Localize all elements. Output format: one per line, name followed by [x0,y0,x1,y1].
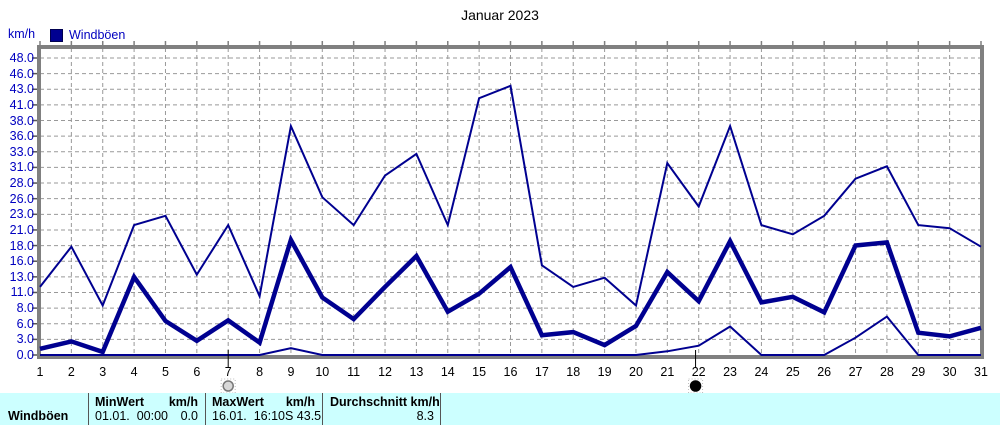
durchschnitt-header: Durchschnitt km/h [330,395,440,409]
x-tick-label: 3 [99,365,107,379]
y-tick-label: 28.0 [9,176,34,191]
x-tick-label: 18 [566,365,581,379]
full-moon-icon [222,380,234,392]
maxwert-header: MaxWert km/h [212,395,315,409]
y-tick-label: 18.0 [9,238,34,253]
x-tick-label: 11 [347,365,361,379]
x-tick-label: 14 [440,365,455,379]
y-tick-label: 21.0 [9,222,34,237]
chart-title: Januar 2023 [461,7,539,23]
x-tick-label: 13 [409,365,424,379]
x-tick-label: 5 [161,365,169,379]
table-separator [205,393,206,425]
x-tick-label: 12 [378,365,392,379]
x-tick-label: 4 [130,365,138,379]
y-tick-label: 6.0 [16,316,34,331]
maxwert-value: 16.01. 16:10 S 43.5 [212,409,322,423]
y-tick-label: 48.0 [9,51,34,65]
y-tick-label: 0.0 [16,348,34,362]
x-tick-label: 2 [67,365,75,379]
table-separator [440,393,441,425]
series-windb-en-durchschnitt [39,234,982,355]
y-tick-label: 38.0 [9,113,34,128]
y-tick-label: 11.0 [10,285,34,300]
table-separator [322,393,323,425]
moon-marker-box [220,378,236,394]
x-tick-label: 1 [36,365,44,379]
y-tick-label: 31.0 [9,160,34,175]
y-tick-label: 43.0 [9,82,34,97]
x-tick-label: 15 [472,365,487,379]
series-windb-en-maximum [39,84,982,308]
table-separator [88,393,89,425]
x-tick-label: 20 [629,365,643,379]
x-tick-label: 30 [942,365,957,379]
x-tick-label: 27 [848,365,863,379]
x-tick-label: 29 [911,365,926,379]
y-axis-unit-label: km/h [8,27,36,41]
x-tick-label: 21 [660,365,675,379]
legend: Windböen [50,28,125,42]
x-tick-label: 8 [256,365,264,379]
y-tick-label: 13.0 [9,269,34,284]
minwert-value: 01.01. 00:00 0.0 [95,409,198,423]
x-tick-label: 24 [754,365,769,379]
minwert-header: MinWert km/h [95,395,198,409]
x-tick-label: 26 [817,365,832,379]
new-moon-icon [689,380,702,392]
stats-table: MinWert km/h MaxWert km/h Durchschnitt km/… [0,393,1000,425]
moon-marker-box [688,378,704,394]
y-tick-label: 33.0 [9,144,34,159]
y-tick-label: 26.0 [9,191,34,206]
x-tick-label: 25 [785,365,800,379]
x-tick-label: 23 [723,365,738,379]
x-tick-label: 17 [534,365,549,379]
y-tick-label: 46.0 [9,66,34,81]
y-tick-label: 41.0 [9,97,34,112]
x-tick-label: 9 [287,365,295,379]
x-tick-label: 22 [691,365,706,379]
x-tick-label: 28 [879,365,894,379]
x-tick-label: 19 [597,365,612,379]
x-tick-label: 31 [974,365,988,379]
y-tick-label: 16.0 [9,254,34,269]
legend-swatch-icon [50,28,63,42]
x-tick-label: 6 [193,365,201,379]
x-tick-label: 10 [315,365,330,379]
series-windb-en-minimum [40,315,981,356]
table-row-label: Windböen [8,409,69,423]
durchschnitt-value: 8.3 [416,409,434,423]
y-tick-label: 3.0 [16,332,34,347]
legend-label: Windböen [69,28,126,42]
y-tick-label: 36.0 [9,129,34,144]
y-tick-label: 23.0 [9,207,34,222]
x-tick-label: 16 [503,365,518,379]
x-tick-label: 7 [224,365,232,379]
plot-frame [37,45,984,359]
y-tick-label: 8.0 [16,301,34,316]
